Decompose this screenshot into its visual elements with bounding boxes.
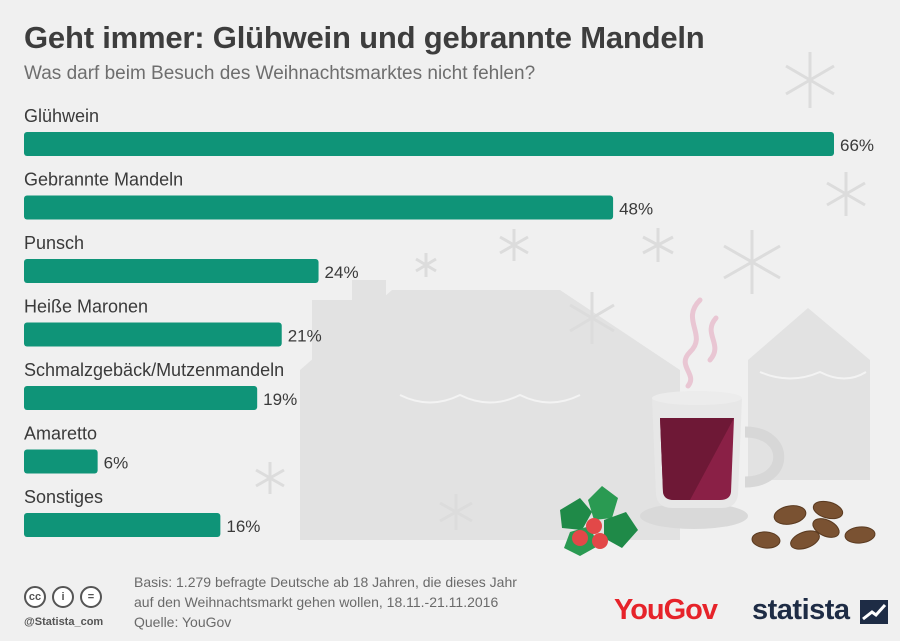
- creative-commons-icon[interactable]: cc: [24, 586, 46, 608]
- market-stall-silhouette: [300, 280, 870, 540]
- category-label: Gebrannte Mandeln: [24, 170, 183, 190]
- footer: cc i = @Statista_com Basis: 1.279 befrag…: [24, 572, 888, 632]
- source-line-1: Basis: 1.279 befragte Deutsche ab 18 Jah…: [134, 574, 517, 590]
- value-label: 24%: [325, 263, 359, 282]
- statista-mark-icon: [860, 600, 888, 624]
- value-label: 19%: [263, 390, 297, 409]
- value-label: 21%: [288, 327, 322, 346]
- category-label: Glühwein: [24, 106, 99, 126]
- value-label: 48%: [619, 200, 653, 219]
- bar: [24, 386, 258, 410]
- stall-garland: [399, 370, 867, 404]
- chart-subtitle: Was darf beim Besuch des Weihnachtsmarkt…: [24, 63, 536, 84]
- yougov-logo[interactable]: YouGov: [614, 594, 718, 626]
- attribution-icon[interactable]: i: [52, 586, 74, 608]
- bar: [24, 195, 614, 220]
- category-label: Schmalzgebäck/Mutzenmandeln: [24, 360, 284, 380]
- bar: [24, 259, 319, 283]
- statista-logo[interactable]: statista: [752, 594, 850, 626]
- value-label: 16%: [226, 517, 260, 536]
- steam-icon: [682, 297, 719, 389]
- roasted-almonds-icon: [751, 500, 876, 550]
- source-line-2: auf den Weihnachtsmarkt gehen wollen, 18…: [134, 594, 499, 610]
- bar: [24, 513, 221, 537]
- mulled-wine-mug-icon: [640, 391, 785, 529]
- category-label: Heiße Maronen: [24, 297, 148, 317]
- bar: [24, 449, 98, 474]
- category-label: Sonstiges: [24, 487, 103, 507]
- category-label: Punsch: [24, 233, 84, 253]
- license-icons: cc i =: [24, 586, 102, 608]
- holly-icon: [560, 486, 638, 556]
- chart-title: Geht immer: Glühwein und gebrannte Mande…: [24, 20, 705, 55]
- value-label: 6%: [104, 454, 129, 473]
- bar: [24, 132, 834, 156]
- category-label: Amaretto: [24, 424, 97, 444]
- source-note: Basis: 1.279 befragte Deutsche ab 18 Jah…: [134, 572, 517, 632]
- bar: [24, 322, 282, 347]
- no-derivatives-icon[interactable]: =: [80, 586, 102, 608]
- source-line-3: Quelle: YouGov: [134, 614, 232, 630]
- value-label: 66%: [840, 136, 874, 155]
- statista-handle[interactable]: @Statista_com: [24, 616, 104, 628]
- snowflake-icons: [255, 52, 866, 530]
